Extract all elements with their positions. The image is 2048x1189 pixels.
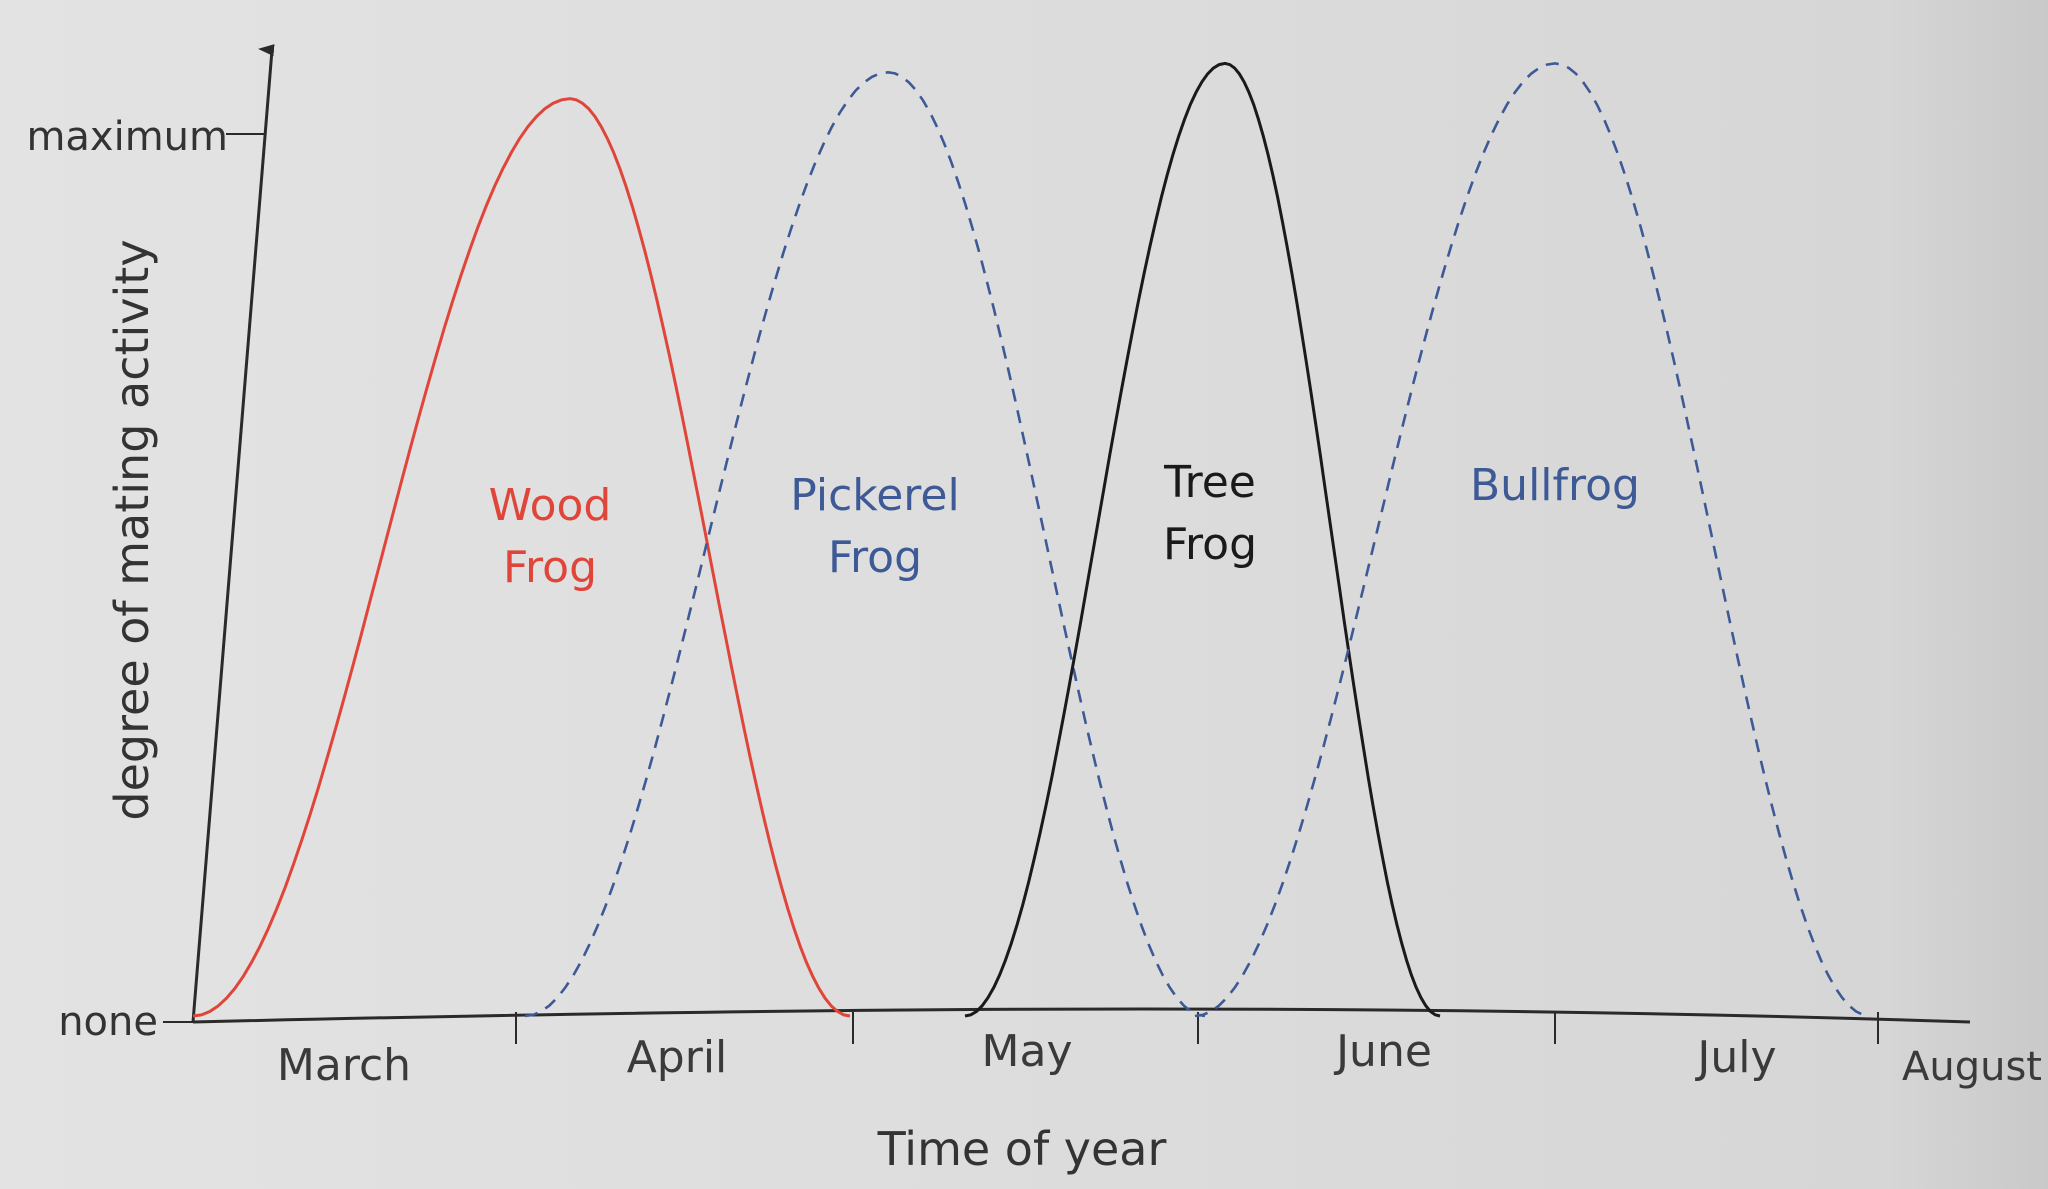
x-tick-label-july: July [1694, 1032, 1776, 1083]
x-tick-label-may: May [982, 1026, 1073, 1077]
x-tick-label-august: August [1902, 1044, 2042, 1090]
x-tick-label-april: April [627, 1032, 728, 1083]
series-curve-tree-frog [964, 61, 1441, 1018]
series-labels: Wood Frog Pickerel Frog Tree Frog Bullfrog [489, 457, 1640, 593]
series-label-tree-frog-line1: Tree [1163, 457, 1256, 508]
y-axis-title: degree of mating activity [105, 239, 159, 820]
series-label-wood-frog-line2: Frog [503, 542, 597, 593]
series-label-pickerel-frog-line1: Pickerel [790, 470, 959, 521]
x-axis-title: Time of year [877, 1122, 1167, 1176]
series-curve-bullfrog [1194, 62, 1871, 1018]
x-tick-label-june: June [1333, 1026, 1432, 1077]
series-label-wood-frog-line1: Wood [489, 480, 612, 531]
series-curve-wood-frog [192, 97, 851, 1018]
series-label-pickerel-frog-line2: Frog [828, 532, 922, 583]
series-curve-pickerel-frog [524, 70, 1206, 1018]
curves [192, 61, 1871, 1018]
y-axis [191, 44, 275, 1023]
x-ticks: March April May June July August [277, 1012, 2042, 1091]
x-axis [192, 1007, 1971, 1024]
y-tick-label-maximum: maximum [26, 114, 228, 160]
x-tick-label-march: March [277, 1040, 411, 1091]
y-tick-label-none: none [58, 999, 158, 1045]
series-label-bullfrog-line1: Bullfrog [1470, 460, 1640, 511]
series-label-tree-frog-line2: Frog [1163, 519, 1257, 570]
